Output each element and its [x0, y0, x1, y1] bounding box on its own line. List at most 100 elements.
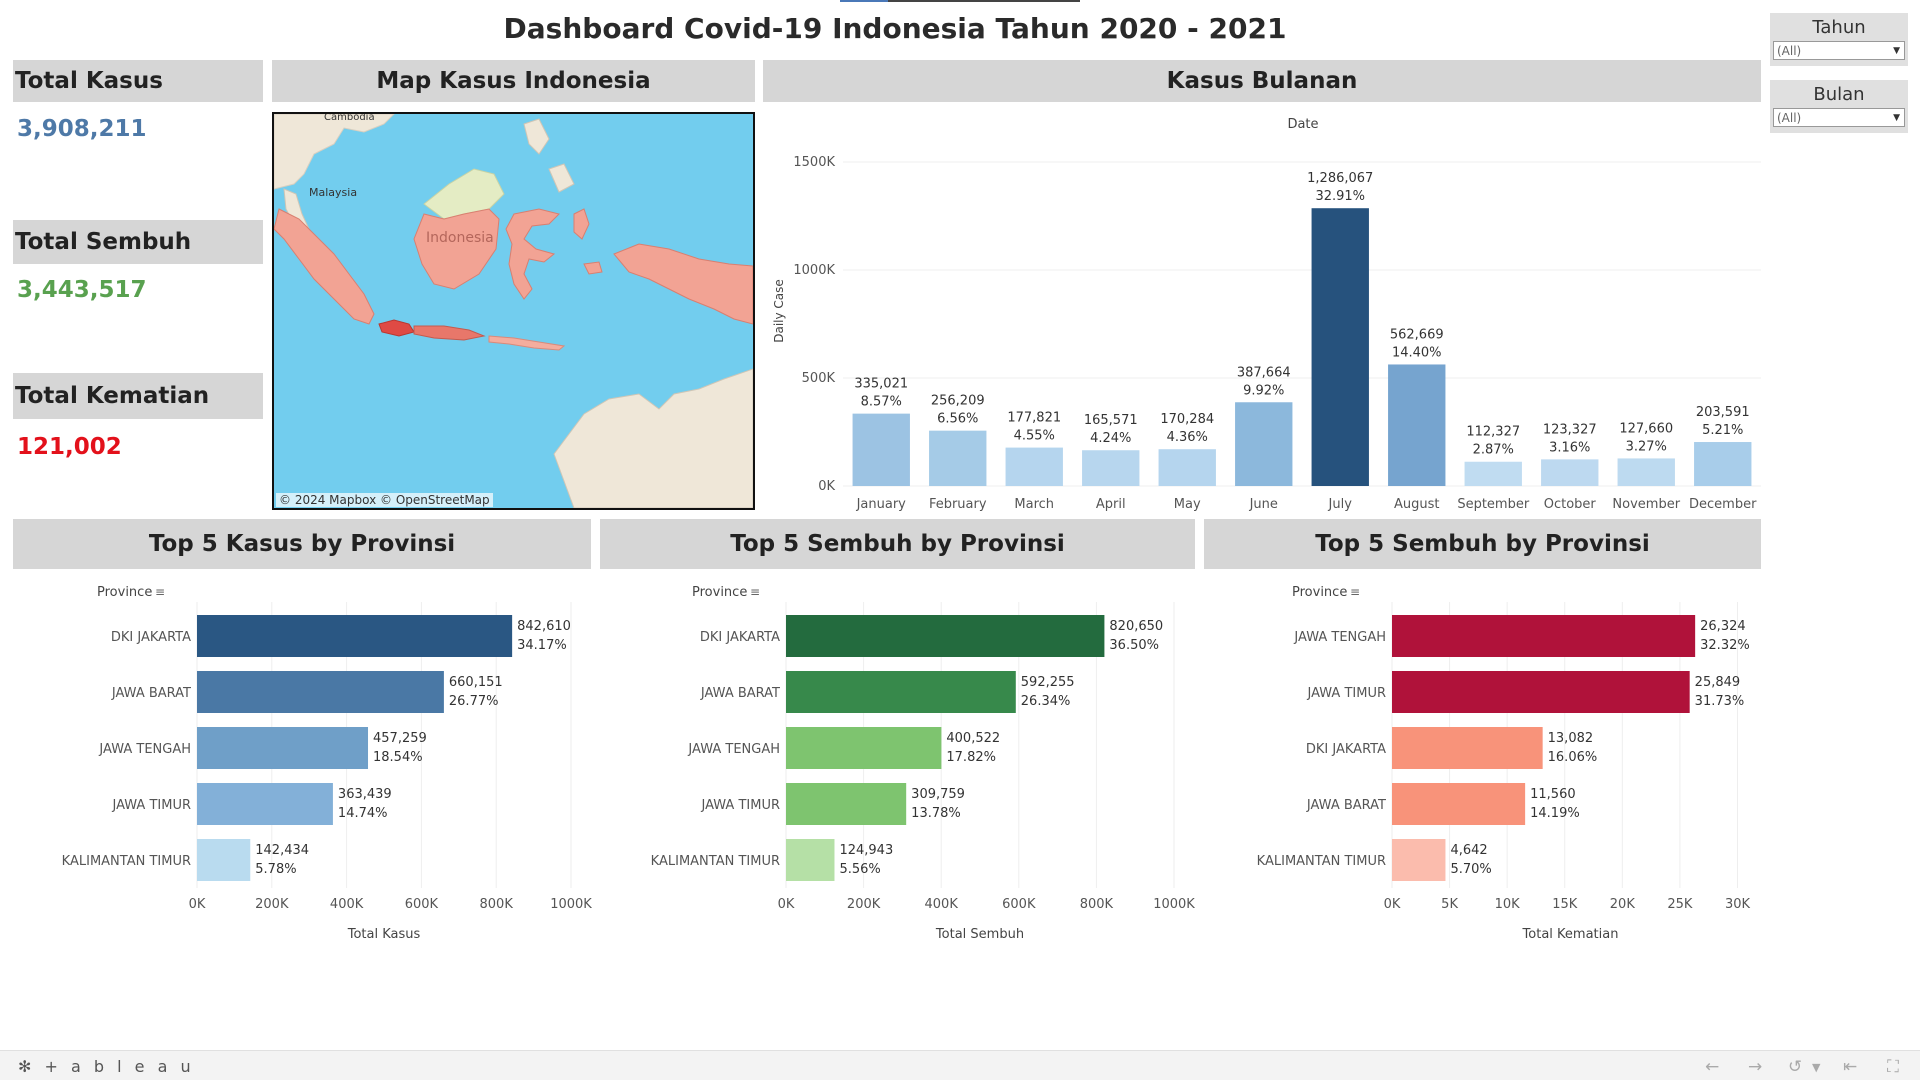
sort-icon[interactable]: ≡	[750, 585, 760, 599]
bar[interactable]	[786, 783, 907, 825]
bar-value-label: 25,849	[1695, 675, 1741, 690]
bar-march[interactable]	[1005, 447, 1063, 486]
bar[interactable]	[197, 671, 444, 713]
undo-icon[interactable]: ←	[1705, 1057, 1720, 1077]
bar[interactable]	[1392, 839, 1446, 881]
y-tick-label: 500K	[802, 371, 836, 386]
fullscreen-icon[interactable]: ⛶	[1887, 1057, 1899, 1077]
nusa-tenggara-shape	[488, 335, 566, 351]
sort-icon[interactable]: ≡	[1350, 585, 1360, 599]
category-header: Province	[97, 585, 152, 600]
x-tick-label: 30K	[1725, 897, 1751, 912]
bar-november[interactable]	[1617, 458, 1675, 486]
bar-january[interactable]	[852, 413, 910, 486]
bar-value-label: 142,434	[255, 843, 309, 858]
bar-value-label: 457,259	[373, 731, 427, 746]
filter-tahun-value: (All)	[1777, 43, 1802, 58]
bar-pct-label: 36.50%	[1109, 638, 1159, 653]
bar-december[interactable]	[1694, 442, 1752, 486]
bar-pct-label: 14.74%	[338, 806, 388, 821]
bar-june[interactable]	[1235, 402, 1293, 486]
papua-shape	[613, 243, 753, 325]
total-kematian-header: Total Kematian	[13, 373, 263, 419]
category-label: DKI JAKARTA	[700, 630, 780, 645]
indonesia-map[interactable]: Cambodia Malaysia Indonesia © 2024 Mapbo…	[272, 112, 755, 510]
bar-august[interactable]	[1388, 364, 1446, 486]
category-label: JAWA BARAT	[700, 686, 780, 701]
category-label: KALIMANTAN TIMUR	[1257, 854, 1386, 869]
top-kematian-chart[interactable]: Province ≡ 0K 5K 10K 15K 20K 25K 30K Total Kemati…	[1204, 578, 1762, 938]
x-tick-label: July	[1328, 497, 1353, 512]
bar-july[interactable]	[1311, 208, 1369, 486]
category-header: Province	[692, 585, 747, 600]
bar-value-label: 562,669	[1390, 327, 1444, 342]
bar[interactable]	[786, 727, 942, 769]
bar[interactable]	[1392, 727, 1543, 769]
bar-value-label: 112,327	[1466, 425, 1520, 440]
bar-pct-label: 2.87%	[1473, 443, 1514, 458]
bar-pct-label: 31.73%	[1695, 694, 1745, 709]
bar-pct-label: 14.40%	[1392, 345, 1442, 360]
redo-icon[interactable]: →	[1748, 1057, 1763, 1077]
bar[interactable]	[197, 839, 251, 881]
y-axis-title: Daily Case	[772, 279, 786, 343]
filter-bulan-select[interactable]: (All) ▼	[1773, 108, 1905, 127]
bar-october[interactable]	[1541, 459, 1599, 486]
bar-may[interactable]	[1158, 449, 1216, 486]
bar-pct-label: 13.78%	[911, 806, 961, 821]
bar[interactable]	[786, 615, 1105, 657]
bar-pct-label: 4.36%	[1167, 430, 1208, 445]
x-tick-label: October	[1544, 497, 1597, 512]
total-kasus-header: Total Kasus	[13, 60, 263, 102]
bar-pct-label: 17.82%	[946, 750, 996, 765]
pause-updates-icon[interactable]: ⇤	[1843, 1057, 1858, 1077]
x-tick-label: 200K	[847, 897, 881, 912]
map-header: Map Kasus Indonesia	[272, 60, 755, 102]
total-kematian-value: 121,002	[17, 434, 122, 460]
mainland-asia-shape	[274, 114, 395, 190]
sulawesi-shape	[505, 208, 560, 300]
bar[interactable]	[197, 615, 513, 657]
total-kasus-value: 3,908,211	[17, 116, 147, 142]
bar-value-label: 123,327	[1543, 422, 1597, 437]
bar-value-label: 4,642	[1450, 843, 1487, 858]
revert-icon[interactable]: ↺	[1788, 1057, 1803, 1077]
category-header: Province	[1292, 585, 1347, 600]
x-tick-label: 600K	[405, 897, 439, 912]
bar-value-label: 13,082	[1548, 731, 1594, 746]
x-tick-label: 0K	[778, 897, 795, 912]
bar-value-label: 170,284	[1160, 412, 1214, 427]
x-tick-label: 5K	[1441, 897, 1458, 912]
bar[interactable]	[1392, 783, 1526, 825]
bar[interactable]	[197, 783, 333, 825]
bar[interactable]	[786, 839, 835, 881]
y-tick-label: 1500K	[793, 155, 835, 170]
bar-value-label: 1,286,067	[1307, 171, 1373, 186]
x-axis-title: Date	[1287, 117, 1318, 132]
revert-menu-icon[interactable]: ▼	[1812, 1061, 1821, 1074]
monthly-bar-chart[interactable]: Date Daily Case 0K 500K 1000K 1500K 335,021 8.5…	[763, 106, 1763, 516]
top-sembuh-chart[interactable]: Province ≡ 0K 200K 400K 600K 800K 1000K Total Se…	[600, 578, 1196, 938]
bar-february[interactable]	[929, 430, 987, 486]
x-tick-label: March	[1014, 497, 1054, 512]
tableau-logo[interactable]: ✻ + a b l e a u	[18, 1057, 195, 1076]
filter-tahun-select[interactable]: (All) ▼	[1773, 41, 1905, 60]
bar-pct-label: 18.54%	[373, 750, 423, 765]
map-attribution[interactable]: © 2024 Mapbox © OpenStreetMap	[276, 493, 493, 507]
x-tick-label: 1000K	[550, 897, 592, 912]
bar-september[interactable]	[1464, 461, 1522, 486]
australia-shape	[553, 368, 753, 508]
bar[interactable]	[786, 671, 1016, 713]
borneo-indonesia-shape	[413, 208, 500, 290]
x-tick-label: December	[1689, 497, 1757, 512]
bar-pct-label: 4.24%	[1090, 431, 1131, 446]
sort-icon[interactable]: ≡	[155, 585, 165, 599]
x-tick-label: January	[856, 497, 907, 512]
top-scroll-indicator-accent	[840, 0, 888, 2]
x-tick-label: February	[929, 497, 987, 512]
top-kasus-chart[interactable]: Province ≡ 0K 200K 400K 600K 800K 1000K Total Ka…	[13, 578, 593, 938]
bar[interactable]	[1392, 615, 1696, 657]
bar-april[interactable]	[1082, 450, 1140, 486]
bar[interactable]	[197, 727, 369, 769]
bar[interactable]	[1392, 671, 1690, 713]
